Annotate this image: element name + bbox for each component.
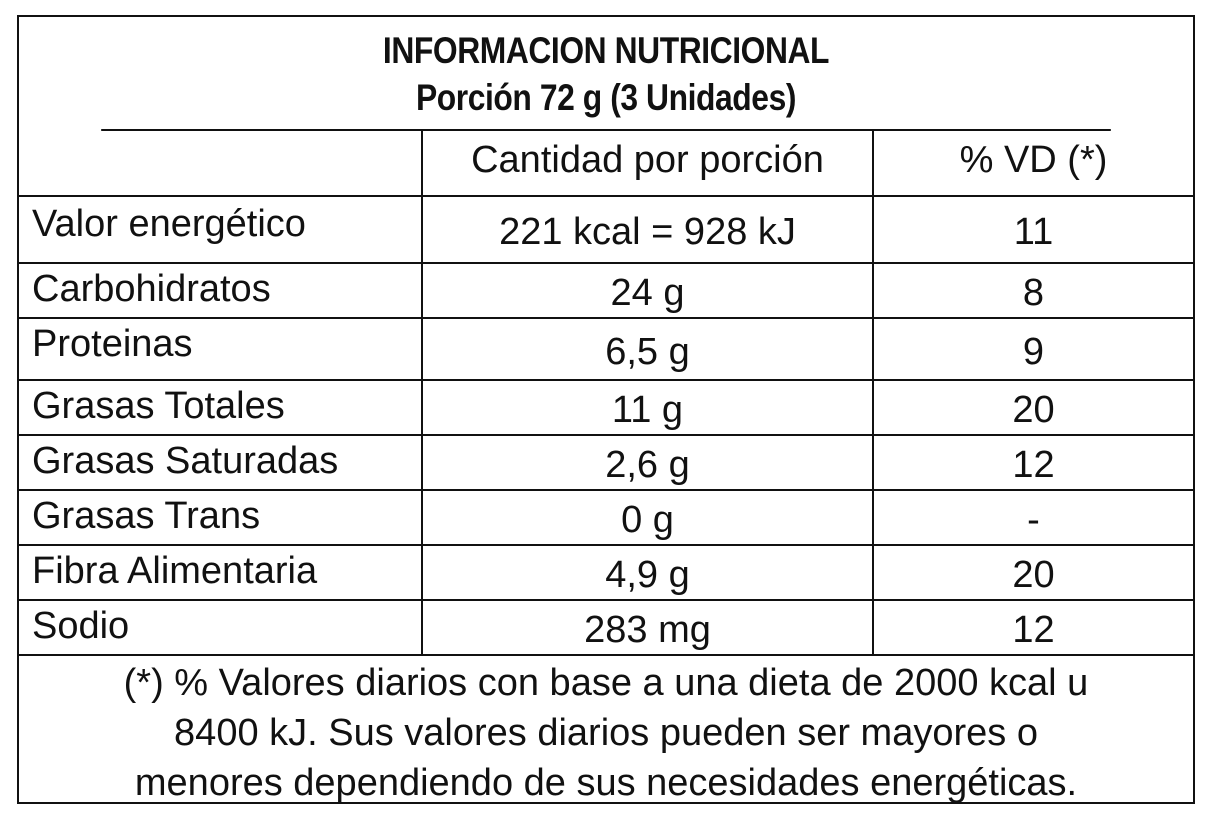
table-row: Grasas Trans 0 g - [19, 491, 1193, 546]
nutrient-amount: 4,9 g [423, 546, 874, 601]
nutrient-name: Carbohidratos [19, 264, 423, 319]
table-row: Grasas Totales 11 g 20 [19, 381, 1193, 436]
nutrient-name: Valor energético [19, 197, 423, 264]
nutrient-amount: 24 g [423, 264, 874, 319]
nutrient-name: Sodio [19, 601, 423, 656]
table-row: Carbohidratos 24 g 8 [19, 264, 1193, 319]
nutrient-dv: 8 [874, 264, 1193, 319]
nutrient-amount: 283 mg [423, 601, 874, 656]
nutrient-dv: 12 [874, 601, 1193, 656]
nutrient-dv: 11 [874, 197, 1193, 264]
nutrient-dv: 9 [874, 319, 1193, 381]
nutrition-facts-table: INFORMACION NUTRICIONAL Porción 72 g (3 … [17, 15, 1195, 804]
serving-size: Porción 72 g (3 Unidades) [415, 77, 797, 118]
nutrient-amount: 11 g [423, 381, 874, 436]
footnote-line: menores dependiendo de sus necesidades e… [134, 762, 1078, 804]
nutrient-amount: 221 kcal = 928 kJ [423, 197, 874, 264]
table-header: INFORMACION NUTRICIONAL Porción 72 g (3 … [101, 17, 1111, 131]
column-header-dv: % VD (*) [874, 131, 1193, 197]
nutrient-dv: - [874, 491, 1193, 546]
table-title: INFORMACION NUTRICIONAL [382, 30, 830, 71]
table-row: Valor energético 221 kcal = 928 kJ 11 [19, 197, 1193, 264]
nutrient-name: Grasas Totales [19, 381, 423, 436]
nutrient-amount: 0 g [423, 491, 874, 546]
nutrient-name: Grasas Saturadas [19, 436, 423, 491]
table-row: Sodio 283 mg 12 [19, 601, 1193, 656]
nutrient-dv: 12 [874, 436, 1193, 491]
nutrient-amount: 6,5 g [423, 319, 874, 381]
footnote-line: 8400 kJ. Sus valores diarios pueden ser … [174, 712, 1038, 754]
nutrient-name: Fibra Alimentaria [19, 546, 423, 601]
table-row: Proteinas 6,5 g 9 [19, 319, 1193, 381]
footnote-line: (*) % Valores diarios con base a una die… [123, 662, 1089, 704]
nutrient-dv: 20 [874, 546, 1193, 601]
nutrient-amount: 2,6 g [423, 436, 874, 491]
nutrient-name: Grasas Trans [19, 491, 423, 546]
footnote: (*) % Valores diarios con base a una die… [19, 656, 1193, 808]
table-row: Fibra Alimentaria 4,9 g 20 [19, 546, 1193, 601]
nutrient-name: Proteinas [19, 319, 423, 381]
table-row: Grasas Saturadas 2,6 g 12 [19, 436, 1193, 491]
nutrient-dv: 20 [874, 381, 1193, 436]
column-header-row: Cantidad por porción % VD (*) [19, 131, 1193, 197]
column-header-amount: Cantidad por porción [423, 131, 874, 197]
column-header-nutrient [19, 131, 423, 197]
